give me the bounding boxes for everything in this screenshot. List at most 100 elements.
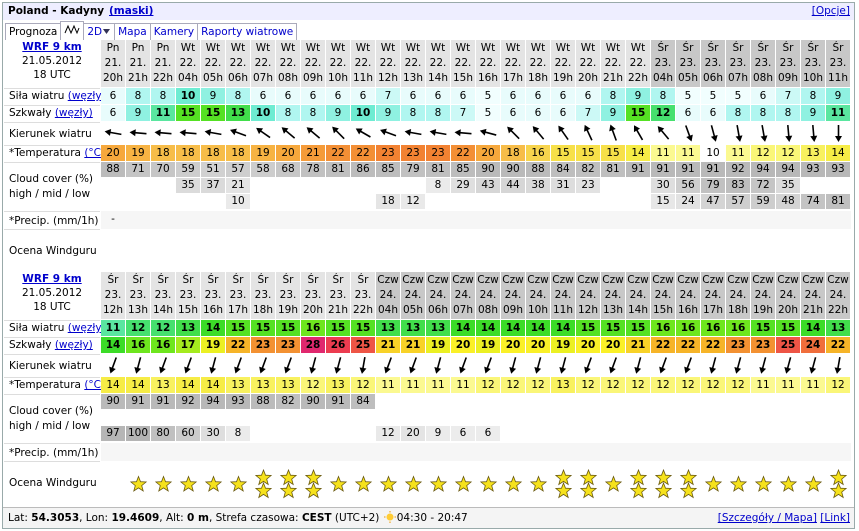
day-date: 22. — [401, 55, 425, 70]
unit-link[interactable]: (°C) — [84, 147, 106, 159]
cloud-cover: 12 — [376, 426, 400, 441]
wind-gust: 8 — [426, 105, 450, 121]
temperature: 18 — [226, 145, 250, 161]
temperature: 11 — [676, 145, 700, 161]
wind-gust: 6 — [101, 105, 125, 121]
day-name: Wt — [476, 40, 500, 55]
rating-stars — [379, 475, 398, 492]
cloud-cover: 24 — [676, 194, 700, 209]
rating-stars — [754, 475, 773, 492]
day-name: Wt — [401, 40, 425, 55]
wind-arrow — [306, 127, 321, 139]
day-date: 23. — [351, 287, 375, 302]
wind-arrow — [584, 124, 593, 141]
rating-stars — [179, 475, 198, 492]
unit-link[interactable]: (°C) — [84, 379, 106, 391]
wind-gust: 10 — [351, 105, 375, 121]
wind-gust: 7 — [576, 105, 600, 121]
spot-link[interactable]: (maski) — [109, 5, 154, 17]
unit-link[interactable]: (węzły) — [54, 107, 93, 119]
model-link[interactable]: WRF 9 km — [22, 41, 82, 53]
day-name: Czw — [651, 272, 675, 287]
wind-speed: 15 — [576, 320, 600, 336]
tab[interactable]: Kamery — [149, 23, 199, 40]
day-name: Śr — [801, 40, 825, 55]
temperature: 11 — [726, 145, 750, 161]
wind-gust: 19 — [201, 337, 225, 353]
temperature: 18 — [151, 145, 175, 161]
cloud-cover: 47 — [701, 194, 725, 209]
cloud-cover: 92 — [726, 162, 750, 177]
permalink[interactable]: [Link] — [820, 512, 850, 524]
unit-link[interactable]: (węzły) — [67, 90, 106, 102]
cloud-cover: 83 — [726, 178, 750, 193]
wind-speed: 14 — [526, 320, 550, 336]
cloud-cover: 82 — [576, 162, 600, 177]
rating-stars — [279, 468, 298, 499]
day-date: 22. — [376, 55, 400, 70]
wind-speed: 8 — [151, 88, 175, 104]
day-date: 23. — [326, 287, 350, 302]
day-name: Czw — [526, 272, 550, 287]
day-name: Wt — [201, 40, 225, 55]
wind-gust: 21 — [376, 337, 400, 353]
wind-gust: 20 — [526, 337, 550, 353]
wind-arrow — [332, 126, 345, 140]
unit-link[interactable]: (węzły) — [54, 339, 93, 351]
cloud-cover: 100 — [126, 426, 150, 441]
temperature: 12 — [501, 377, 525, 393]
cloud-cover: 59 — [751, 194, 775, 209]
tab[interactable]: Raporty wiatrowe — [197, 23, 298, 40]
hour: 22h — [151, 70, 175, 87]
wind-speed: 16 — [726, 320, 750, 336]
cloud-cover: 81 — [326, 162, 350, 177]
wind-speed: 6 — [576, 88, 600, 104]
wind-arrow — [409, 357, 417, 374]
day-name: Śr — [301, 272, 325, 287]
temperature: 13 — [551, 377, 575, 393]
tab-label[interactable]: 2D — [87, 26, 103, 38]
details-link[interactable]: [Szczegóły / Mapa] — [717, 512, 817, 524]
row-label: Cloud cover (%) — [9, 405, 94, 417]
day-date: 22. — [326, 55, 350, 70]
wind-gust: 26 — [326, 337, 350, 353]
options-link[interactable]: [Opcje] — [811, 5, 850, 17]
day-date: 22. — [176, 55, 200, 70]
wind-gust: 8 — [401, 105, 425, 121]
cloud-label: Cloud cover (%) high / mid / low — [4, 394, 100, 443]
hour: 21h — [601, 70, 625, 87]
precip: - — [111, 213, 115, 225]
wind-speed: 16 — [651, 320, 675, 336]
wind-gust: 20 — [451, 337, 475, 353]
day-name: Wt — [601, 40, 625, 55]
wind-gust: 17 — [176, 337, 200, 353]
hour: 10h — [801, 70, 825, 87]
cloud-cover: 78 — [301, 162, 325, 177]
cloud-cover: 92 — [176, 394, 200, 409]
cloud-cover: 71 — [126, 162, 150, 177]
tab[interactable]: 2D — [83, 23, 116, 40]
tab[interactable]: Mapa — [114, 23, 151, 40]
wind-gust: 22 — [676, 337, 700, 353]
unit-link[interactable]: (węzły) — [67, 322, 106, 334]
day-date: 23. — [776, 55, 800, 70]
day-date: 23. — [126, 287, 150, 302]
tab[interactable]: Prognoza — [5, 23, 62, 40]
wind-arrow — [634, 357, 642, 374]
rating-stars — [829, 468, 848, 499]
direction-label: Kierunek wiatru — [4, 122, 100, 144]
day-name: Czw — [426, 272, 450, 287]
cloud-cover: 31 — [551, 178, 575, 193]
rating-stars — [804, 475, 823, 492]
chart-icon — [64, 24, 80, 35]
hour: 07h — [251, 70, 275, 87]
hour: 11h — [351, 70, 375, 87]
model-link[interactable]: WRF 9 km — [22, 273, 82, 285]
day-date: 23. — [801, 55, 825, 70]
day-name: Wt — [501, 40, 525, 55]
day-name: Wt — [551, 40, 575, 55]
cloud-cover: 88 — [251, 394, 275, 409]
tab-icon[interactable] — [60, 21, 85, 40]
temperature: 23 — [376, 145, 400, 161]
day-date: 23. — [826, 55, 850, 70]
